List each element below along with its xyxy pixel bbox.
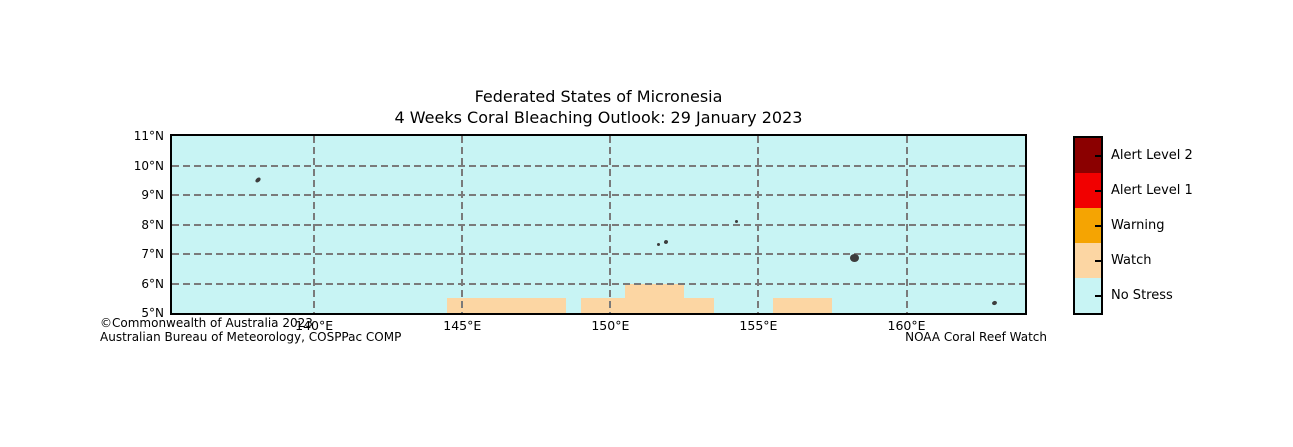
y-tick-label: 7°N: [141, 247, 164, 261]
x-tick-label: 160°E: [887, 318, 926, 333]
y-tick-label: 8°N: [141, 217, 164, 232]
legend-labels: Alert Level 2 Alert Level 1 Warning Watch No…: [1111, 136, 1271, 315]
watch-region: [773, 298, 833, 313]
x-tick-label: 150°E: [591, 318, 630, 333]
island-dot: [254, 176, 262, 184]
map-plot-area: [170, 134, 1027, 315]
watch-region: [580, 298, 714, 313]
gridline-parallel: [172, 164, 1025, 167]
x-tick-label: 140°E: [295, 318, 334, 333]
y-tick-label: 9°N: [141, 188, 164, 202]
figure-title: Federated States of Micronesia: [474, 87, 723, 106]
x-axis-tick-labels: 140°E 145°E 150°E 155°E 160°E: [172, 318, 1025, 334]
legend-colorbar: [1073, 136, 1103, 315]
island-dot: [656, 242, 660, 246]
legend-label: Warning: [1111, 217, 1165, 233]
gridline-parallel: [172, 282, 1025, 285]
x-tick-label: 155°E: [739, 318, 778, 333]
legend-tick-mark: [1095, 224, 1101, 227]
island-dot: [991, 299, 998, 306]
gridline-parallel: [172, 194, 1025, 196]
legend-tick-mark: [1095, 189, 1101, 192]
figure-subtitle: 4 Weeks Coral Bleaching Outlook: 29 Janu…: [394, 108, 803, 127]
legend-label: Alert Level 2: [1111, 147, 1193, 163]
y-tick-label: 11°N: [133, 129, 164, 143]
gridline-parallel: [172, 253, 1025, 255]
copyright-text: ©Commonwealth of Australia 2023: [100, 316, 313, 330]
y-tick-label: 10°N: [133, 158, 164, 173]
island-dot: [734, 220, 738, 224]
y-tick-label: 5°N: [141, 306, 164, 320]
legend-tick-mark: [1095, 294, 1101, 297]
island-dot: [850, 253, 860, 262]
legend-label: Alert Level 1: [1111, 182, 1193, 198]
gridline-parallel: [172, 223, 1025, 226]
legend-tick-mark: [1095, 154, 1101, 157]
island-dot: [663, 239, 669, 245]
noaa-credit-text: NOAA Coral Reef Watch: [905, 330, 1047, 344]
legend-tick-mark: [1095, 259, 1101, 262]
x-tick-label: 145°E: [443, 318, 482, 333]
y-tick-label: 6°N: [141, 276, 164, 291]
legend-label: Watch: [1111, 252, 1152, 268]
watch-region: [447, 298, 566, 313]
y-axis-tick-labels: 11°N 10°N 9°N 8°N 7°N 6°N 5°N: [96, 129, 164, 320]
watch-region: [625, 283, 685, 299]
agency-credit-text: Australian Bureau of Meteorology, COSPPa…: [100, 330, 402, 344]
legend-label: No Stress: [1111, 287, 1173, 303]
